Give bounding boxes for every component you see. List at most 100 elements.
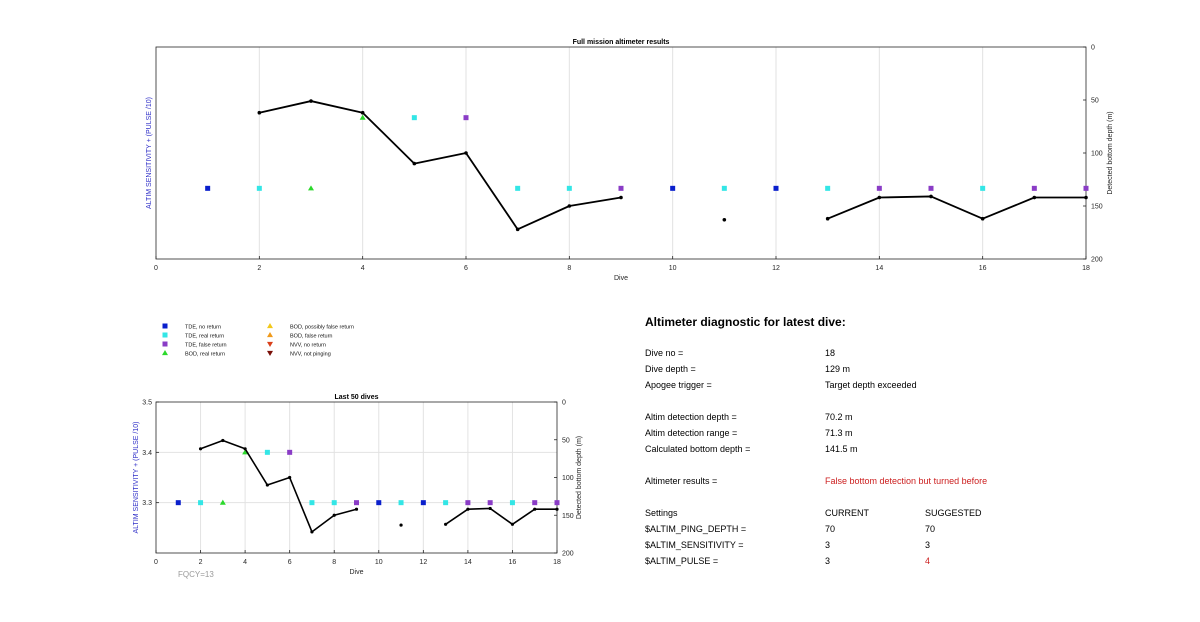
marker-tde-real-return: [825, 185, 831, 191]
legend-marker-tde-no-return: [162, 323, 168, 329]
right-y-tick-label: 50: [562, 437, 570, 444]
ping-depth-current: 70: [825, 524, 836, 534]
right-y-tick-label: 150: [562, 513, 574, 520]
sensitivity-current: 3: [825, 540, 831, 550]
marker-tde-real-return: [256, 185, 262, 191]
marker-tde-real-return: [398, 500, 404, 506]
depth-point: [1084, 195, 1088, 200]
marker-tde-false-return: [1083, 185, 1089, 191]
diag-row-detection-depth: Altim detection depth = 70.2 m: [645, 412, 1165, 424]
pulse-label: $ALTIM_PULSE =: [645, 556, 719, 566]
fqcy-annotation: FQCY=13: [178, 570, 214, 579]
legend-label: NVV, no return: [290, 343, 326, 349]
chart-title: Last 50 dives: [335, 394, 379, 401]
depth-point: [309, 99, 313, 103]
marker-tde-no-return: [205, 185, 211, 191]
ping-depth-suggested: 70: [925, 524, 936, 534]
x-tick-label: 14: [875, 265, 883, 272]
depth-line-segment: [259, 100, 622, 231]
sensitivity-label: $ALTIM_SENSITIVITY =: [645, 540, 744, 550]
current-header: CURRENT: [825, 508, 869, 518]
x-axis-label: Dive: [614, 275, 628, 282]
depth-point: [929, 194, 933, 199]
diag-row-sensitivity: $ALTIM_SENSITIVITY = 3 3: [645, 540, 1165, 552]
depth-point: [265, 483, 269, 487]
x-tick-label: 4: [243, 559, 247, 566]
calc-bottom-value: 141.5 m: [825, 444, 858, 454]
marker-tde-false-return: [465, 500, 471, 506]
legend-label: BOD, real return: [185, 352, 225, 358]
depth-point: [619, 195, 623, 200]
marker-tde-false-return: [354, 500, 359, 506]
right-y-tick-label: 100: [562, 475, 574, 482]
marker-tde-real-return: [309, 500, 315, 506]
marker-tde-no-return: [175, 500, 181, 506]
depth-point: [288, 475, 292, 480]
marker-tde-real-return: [411, 115, 417, 121]
pulse-suggested: 4: [925, 556, 931, 566]
diagnostic-title: Altimeter diagnostic for latest dive:: [645, 315, 846, 329]
x-tick-label: 4: [361, 265, 365, 272]
legend-label: TDE, false return: [185, 343, 227, 349]
depth-point: [243, 447, 247, 451]
marker-tde-real-return: [198, 500, 204, 506]
left-y-tick-label: 3.4: [142, 450, 152, 457]
x-tick-label: 0: [154, 265, 158, 272]
detection-range-value: 71.3 m: [825, 428, 853, 438]
full-mission-chart: 0 2 4 6 8 10 12 14 16 18 0 50 100 150 200 Full mission …: [146, 39, 1114, 282]
dive-depth-label: Dive depth =: [645, 364, 696, 374]
depth-point: [444, 522, 448, 526]
diag-row-dive-depth: Dive depth = 129 m: [645, 364, 1165, 376]
pulse-current: 3: [825, 556, 831, 566]
depth-line-segment: [445, 507, 557, 526]
left-y-axis-label: ALTIM SENSITIVITY + (PULSE /10): [146, 97, 153, 209]
depth-point: [464, 151, 468, 155]
x-tick-label: 0: [154, 559, 158, 566]
depth-point: [466, 507, 470, 511]
legend-marker-nvv-no-return: [267, 341, 273, 347]
apogee-label: Apogee trigger =: [645, 380, 712, 390]
x-tick-label: 16: [509, 559, 517, 566]
legend-label: NVV, not pinging: [290, 352, 331, 358]
depth-point: [310, 530, 314, 534]
detection-depth-value: 70.2 m: [825, 412, 853, 422]
marker-tde-no-return: [670, 185, 676, 191]
x-tick-label: 6: [288, 559, 292, 566]
depth-line-segment: [827, 195, 1086, 220]
sensitivity-suggested: 3: [925, 540, 931, 550]
right-y-tick-label: 0: [1091, 45, 1095, 52]
marker-tde-false-return: [554, 500, 560, 506]
marker-tde-false-return: [287, 449, 293, 455]
left-y-axis-label: ALTIM SENSITIVITY + (PULSE /10): [133, 422, 140, 534]
marker-tde-real-return: [515, 185, 521, 191]
right-y-tick-label: 100: [1091, 151, 1103, 158]
x-tick-label: 2: [199, 559, 203, 566]
depth-point: [221, 438, 225, 443]
diag-row-pulse: $ALTIM_PULSE = 3 4: [645, 556, 1165, 568]
legend-label: TDE, no return: [185, 325, 221, 331]
marker-tde-real-return: [443, 500, 449, 506]
x-tick-label: 10: [375, 559, 383, 566]
depth-point: [198, 447, 203, 451]
detection-depth-label: Altim detection depth =: [645, 412, 737, 422]
legend-label: BOD, possibly false return: [290, 325, 354, 331]
dive-no-label: Dive no =: [645, 348, 684, 358]
legend-marker-tde-real-return: [162, 332, 168, 338]
depth-point: [555, 507, 559, 511]
diag-row-apogee: Apogee trigger = Target depth exceeded: [645, 380, 1165, 392]
right-y-tick-label: 50: [1091, 98, 1099, 105]
right-y-axis-label: Detected bottom depth (m): [1107, 111, 1114, 194]
legend-label: TDE, real return: [185, 334, 224, 340]
marker-tde-no-return: [376, 500, 382, 506]
legend-label: BOD, false return: [290, 334, 333, 340]
apogee-value: Target depth exceeded: [825, 380, 917, 390]
suggested-header: SUGGESTED: [925, 508, 982, 518]
detection-range-label: Altim detection range =: [645, 428, 738, 438]
marker-tde-false-return: [1031, 185, 1037, 191]
x-axis-label: Dive: [349, 569, 363, 576]
depth-point: [533, 507, 537, 511]
legend-marker-bod-possibly-false: [267, 323, 273, 329]
legend: TDE, no return TDE, real return TDE, false…: [162, 323, 354, 358]
diag-row-ping-depth: $ALTIM_PING_DEPTH = 70 70: [645, 524, 1165, 536]
